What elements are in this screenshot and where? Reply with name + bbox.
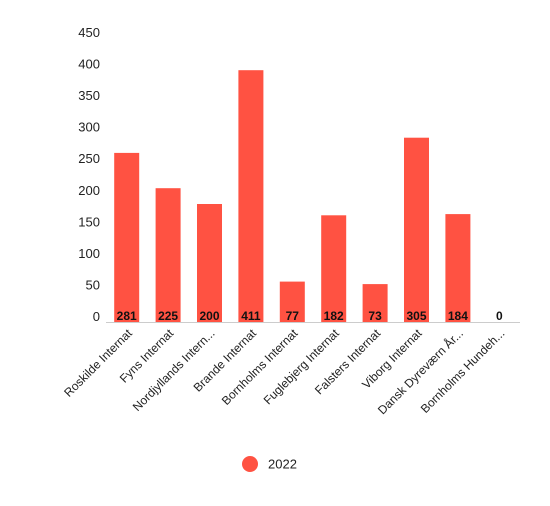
category-label-6: Fuglebjerg Internat (261, 326, 343, 408)
y-tick-label-150: 150 (78, 214, 100, 229)
data-label-9: 184 (448, 309, 468, 323)
category-label-1: Roskilde Internat (61, 326, 135, 400)
bar-1[interactable] (114, 152, 140, 322)
legend[interactable]: 2022 (242, 456, 297, 472)
category-label-10: Bornholms Hundeh... (418, 326, 508, 416)
data-label-4: 411 (241, 309, 261, 323)
bar-2[interactable] (155, 188, 181, 322)
y-tick-label-350: 350 (78, 88, 100, 103)
y-tick-label-450: 450 (78, 25, 100, 40)
y-tick-label-100: 100 (78, 246, 100, 261)
data-label-10: 0 (496, 309, 503, 323)
bar-7[interactable] (362, 284, 388, 322)
bar-6[interactable] (321, 215, 347, 322)
y-tick-label-400: 400 (78, 57, 100, 72)
data-label-3: 200 (199, 309, 219, 323)
category-label-5: Bornholms Internat (219, 326, 301, 408)
legend-swatch-2022[interactable] (242, 456, 258, 472)
data-label-2: 225 (158, 309, 178, 323)
data-label-5: 77 (286, 309, 300, 323)
y-tick-label-50: 50 (86, 277, 100, 292)
bar-8[interactable] (404, 137, 429, 322)
y-axis: 0 50 100 150 200 250 300 350 400 450 (78, 25, 100, 324)
bar-9[interactable] (445, 214, 471, 322)
data-label-8: 305 (406, 309, 426, 323)
y-tick-label-200: 200 (78, 183, 100, 198)
legend-label-2022[interactable]: 2022 (268, 457, 297, 472)
data-label-6: 182 (324, 309, 344, 323)
y-tick-label-300: 300 (78, 120, 100, 135)
data-label-7: 73 (368, 309, 382, 323)
bar-4[interactable] (238, 70, 264, 322)
bar-5[interactable] (279, 281, 305, 322)
data-label-1: 281 (117, 309, 137, 323)
y-tick-label-0: 0 (93, 309, 100, 324)
bar-3[interactable] (197, 204, 222, 322)
bars-group: 281 225 200 411 77 182 73 305 184 0 (114, 70, 503, 323)
y-tick-label-250: 250 (78, 151, 100, 166)
